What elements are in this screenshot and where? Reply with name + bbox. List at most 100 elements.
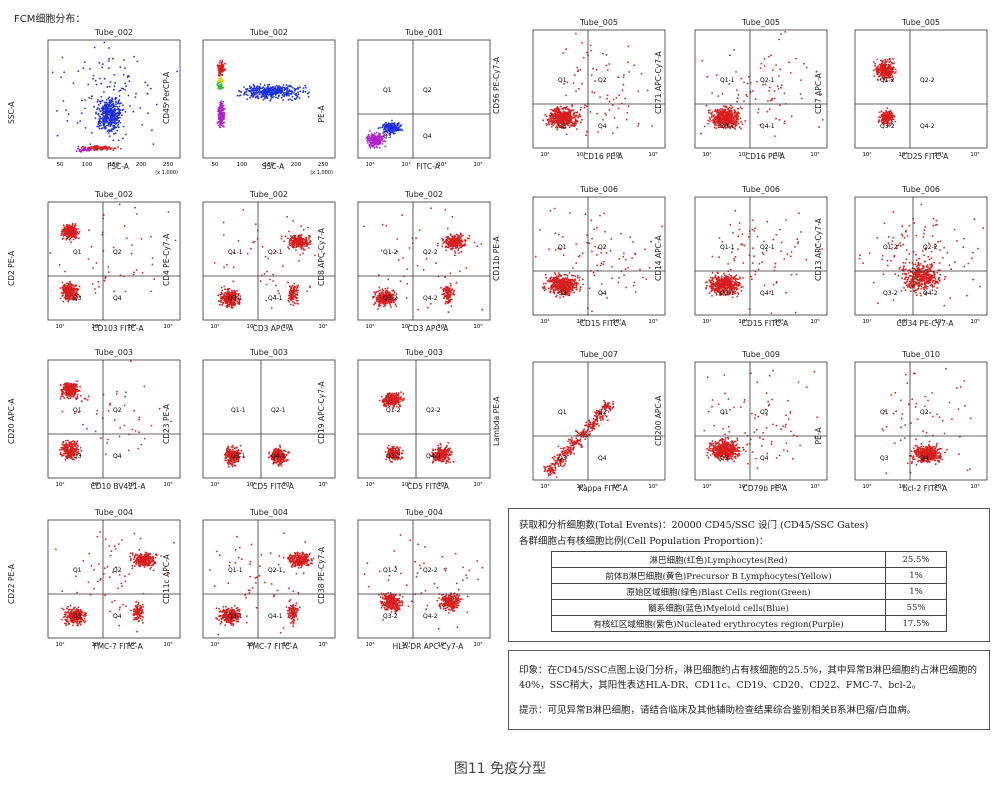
event-dot [290, 239, 293, 241]
event-dot [613, 117, 616, 119]
event-dot [777, 88, 780, 90]
event-dot [269, 91, 272, 94]
event-dot [784, 31, 787, 33]
event-dot [306, 290, 308, 292]
event-dot [637, 122, 640, 125]
event-dot [65, 282, 68, 285]
event-dot [389, 296, 392, 298]
event-dot [775, 117, 777, 120]
event-dot [113, 114, 116, 117]
event-dot [217, 106, 220, 109]
event-dot [889, 63, 892, 66]
event-dot [223, 121, 226, 124]
event-dot [84, 107, 86, 110]
event-dot [737, 115, 740, 117]
scatter-plot: 10² 10³ 10⁴ 10⁵ Q1 Q2 Q3 Q4 Tube_005 CD56 PE-Cy7-… [492, 18, 673, 166]
event-dot [557, 122, 560, 124]
event-dot [117, 116, 120, 119]
event-dot [116, 105, 118, 108]
event-dot [389, 304, 392, 306]
event-dot [227, 289, 230, 291]
event-dot [736, 121, 739, 123]
event-dot [99, 122, 102, 125]
event-dot [110, 107, 112, 110]
event-dot [294, 238, 297, 241]
event-dot [64, 270, 66, 273]
event-dot [262, 92, 265, 95]
event-dot [391, 119, 393, 122]
event-dot [277, 91, 280, 94]
event-dot [714, 121, 717, 124]
event-dot [778, 119, 781, 121]
event-dot [306, 242, 309, 244]
event-dot [373, 295, 376, 298]
plot-tube-title: Tube_002 [94, 190, 133, 199]
event-dot [725, 127, 727, 130]
event-dot [292, 234, 295, 237]
event-dot [880, 114, 883, 117]
event-dot [375, 145, 378, 148]
event-dot [728, 83, 730, 85]
event-dot [133, 271, 135, 274]
event-dot [67, 230, 70, 233]
event-dot [302, 228, 305, 231]
event-dot [285, 84, 288, 86]
event-dot [736, 97, 739, 100]
event-dot [556, 128, 559, 131]
event-dot [397, 123, 400, 126]
event-dot [739, 117, 742, 119]
event-dot [569, 115, 571, 118]
event-dot [873, 75, 876, 77]
event-dot [314, 254, 316, 257]
event-dot [372, 145, 375, 148]
event-dot [83, 149, 85, 151]
event-dot [453, 237, 456, 240]
event-dot [578, 114, 580, 117]
event-dot [297, 244, 299, 247]
event-dot [301, 237, 303, 240]
event-dot [562, 125, 565, 127]
x-tick-label: 10³ [401, 323, 410, 330]
event-dot [390, 124, 393, 126]
event-dot [108, 96, 111, 99]
event-dot [728, 113, 731, 116]
event-dot [264, 255, 267, 258]
event-dot [288, 84, 291, 87]
event-dot [383, 125, 386, 128]
event-dot [121, 87, 123, 90]
event-dot [112, 149, 115, 152]
event-dot [579, 108, 582, 111]
event-dot [220, 110, 223, 113]
event-dot [708, 109, 711, 112]
event-dot [367, 134, 370, 137]
event-dot [66, 288, 69, 291]
event-dot [119, 66, 122, 69]
event-dot [90, 131, 93, 134]
event-dot [725, 123, 728, 125]
event-dot [118, 90, 120, 92]
event-dot [604, 112, 606, 115]
event-dot [116, 125, 119, 127]
event-dot [564, 111, 567, 113]
event-dot [375, 299, 378, 301]
event-dot [303, 242, 306, 244]
event-dot [74, 288, 76, 291]
event-dot [373, 146, 376, 149]
event-dot [618, 94, 621, 97]
event-dot [457, 235, 459, 237]
event-dot [732, 122, 735, 125]
event-dot [775, 64, 777, 66]
event-dot [550, 125, 553, 128]
event-dot [221, 112, 223, 115]
event-dot [263, 95, 266, 97]
plot-x-axis-label: CD16 PE-A [745, 152, 785, 161]
event-dot [889, 117, 892, 119]
event-dot [881, 70, 883, 73]
x-tick-label: 50 [212, 162, 219, 168]
event-dot [705, 104, 708, 107]
event-dot [96, 108, 98, 111]
event-dot [218, 77, 220, 80]
event-dot [114, 110, 117, 112]
event-dot [752, 90, 754, 92]
